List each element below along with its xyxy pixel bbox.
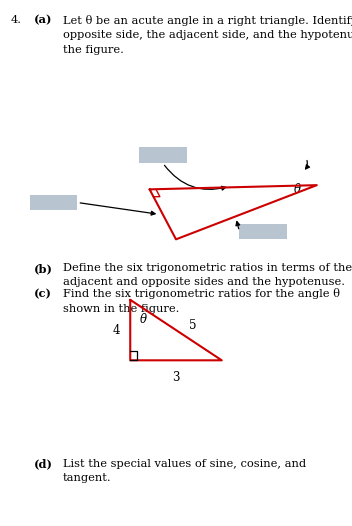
FancyBboxPatch shape: [30, 195, 77, 210]
Text: θ: θ: [294, 183, 301, 196]
Text: Let θ be an acute angle in a right triangle. Identify the
opposite side, the adj: Let θ be an acute angle in a right trian…: [63, 15, 352, 55]
Text: Find the six trigonometric ratios for the angle θ
shown in the figure.: Find the six trigonometric ratios for th…: [63, 288, 340, 313]
Text: 5: 5: [189, 319, 197, 332]
Text: 4.: 4.: [11, 15, 21, 25]
Text: Define the six trigonometric ratios in terms of the
adjacent and opposite sides : Define the six trigonometric ratios in t…: [63, 263, 352, 287]
Text: 4: 4: [112, 323, 120, 337]
Text: 3: 3: [172, 371, 180, 384]
Text: (b): (b): [33, 263, 52, 274]
Text: List the special values of sine, cosine, and
tangent.: List the special values of sine, cosine,…: [63, 459, 306, 483]
Text: (c): (c): [33, 288, 51, 299]
FancyBboxPatch shape: [239, 224, 287, 239]
Text: (a): (a): [33, 15, 52, 26]
Text: (d): (d): [33, 459, 52, 470]
Text: θ: θ: [140, 313, 147, 326]
FancyBboxPatch shape: [139, 147, 187, 163]
